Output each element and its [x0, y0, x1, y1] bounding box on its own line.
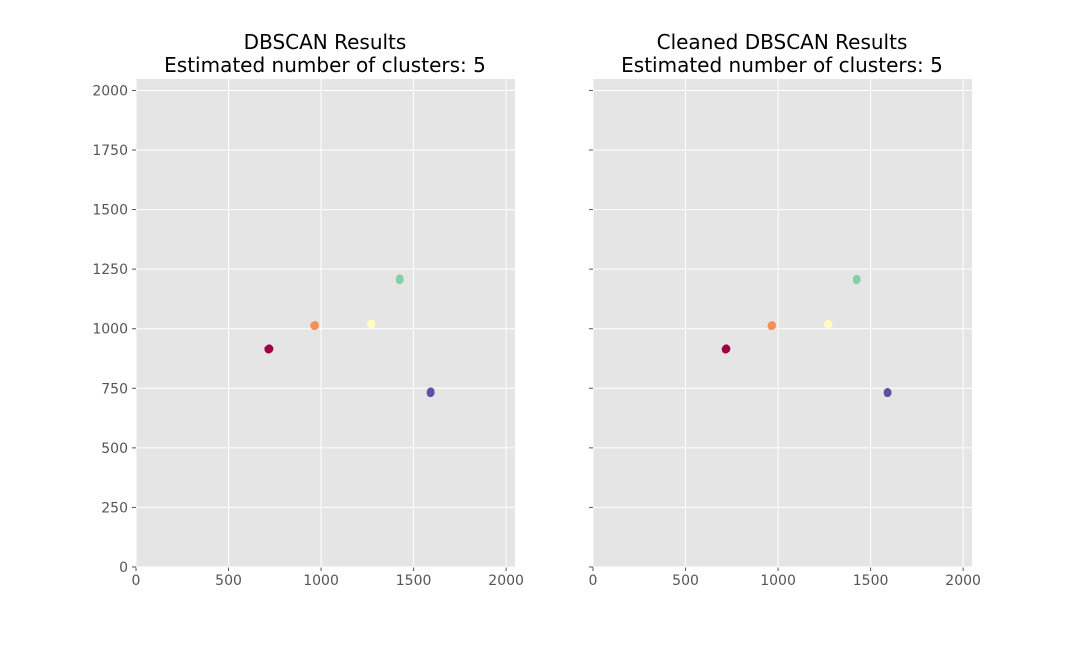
right-x-tick-label: 1000 — [760, 573, 796, 589]
right-cluster-1 — [721, 344, 731, 354]
left-y-tick-label: 500 — [101, 441, 128, 457]
right-data-point — [883, 389, 892, 398]
left-y-tick-label: 1000 — [92, 322, 128, 338]
left-x-tick-label: 1500 — [396, 573, 432, 589]
right-plot-area: 0 500 1000 1500 2000 — [589, 79, 981, 589]
left-chart: DBSCAN Results Estimated number of clust… — [92, 30, 524, 589]
left-cluster-4 — [395, 274, 404, 285]
left-data-point — [396, 274, 404, 282]
right-x-tick-label: 1500 — [853, 573, 889, 589]
right-cluster-4 — [852, 274, 861, 285]
left-cluster-5 — [426, 387, 435, 398]
right-data-point — [768, 321, 776, 329]
right-plot-background — [593, 79, 972, 567]
left-y-tick-label: 1500 — [92, 203, 128, 219]
left-chart-title: DBSCAN Results — [244, 30, 407, 54]
left-cluster-1 — [264, 344, 274, 354]
left-y-tick-label: 0 — [119, 560, 128, 576]
left-data-point — [427, 387, 435, 395]
left-y-tick-label: 2000 — [92, 83, 128, 99]
right-data-point — [723, 345, 731, 353]
left-cluster-3 — [367, 319, 376, 329]
left-data-point — [266, 345, 274, 353]
right-chart-title: Cleaned DBSCAN Results — [657, 30, 908, 54]
right-chart: Cleaned DBSCAN Results Estimated number … — [589, 30, 981, 589]
right-data-point — [852, 276, 861, 285]
left-plot-area: 0 500 1000 1500 2000 0 250 500 750 1000 1250 1500 17… — [92, 79, 524, 589]
left-data-point — [310, 321, 318, 329]
right-cluster-3 — [824, 319, 833, 329]
right-chart-subtitle: Estimated number of clusters: 5 — [621, 53, 943, 77]
right-x-tick-label: 2000 — [945, 573, 981, 589]
left-y-tick-label: 1250 — [92, 262, 128, 278]
left-y-tick-label: 1750 — [92, 143, 128, 159]
left-x-tick-label: 0 — [132, 573, 141, 589]
left-x-tick-label: 1000 — [303, 573, 339, 589]
right-cluster-5 — [883, 388, 892, 398]
left-data-point — [367, 319, 376, 327]
left-x-tick-label: 500 — [215, 573, 242, 589]
left-y-tick-label: 250 — [101, 500, 128, 516]
right-data-point — [824, 321, 832, 329]
right-x-tick-label: 500 — [672, 573, 699, 589]
left-cluster-2 — [310, 321, 319, 331]
left-y-tick-label: 750 — [101, 381, 128, 397]
right-cluster-2 — [767, 321, 776, 331]
left-chart-subtitle: Estimated number of clusters: 5 — [164, 53, 486, 77]
left-x-tick-label: 2000 — [488, 573, 524, 589]
left-plot-background — [136, 79, 515, 567]
right-x-tick-label: 0 — [589, 573, 598, 589]
